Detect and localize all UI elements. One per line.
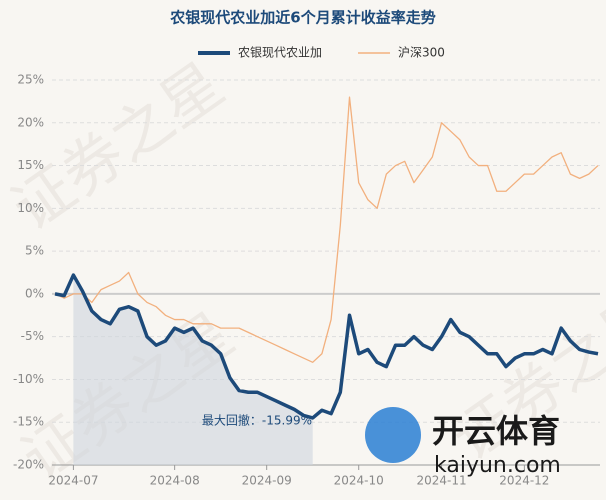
y-tick-label: 25% <box>17 73 44 87</box>
x-tick-label: 2024-09 <box>242 474 292 488</box>
logo-text: 开云体育 <box>432 412 560 450</box>
x-tick-label: 2024-10 <box>334 474 384 488</box>
y-tick-label: 5% <box>25 244 44 258</box>
y-tick-label: -10% <box>13 372 44 386</box>
annotation: 最大回撤：-15.99% <box>202 413 312 428</box>
series-line <box>54 96 599 363</box>
x-tick-label: 2024-07 <box>48 474 98 488</box>
chart-title: 农银现代农业加近6个月累计收益率走势 <box>169 9 435 27</box>
x-tick-label: 2024-11 <box>416 474 466 488</box>
y-tick-label: 10% <box>17 201 44 215</box>
logo-url: kaiyun.com <box>434 453 561 478</box>
series-line <box>54 273 599 420</box>
y-tick-label: -5% <box>21 329 44 343</box>
legend-label: 农银现代农业加 <box>238 46 322 60</box>
y-tick-label: 20% <box>17 115 44 129</box>
y-tick-label: -20% <box>13 458 44 472</box>
x-tick-label: 2024-12 <box>499 474 549 488</box>
logo-mark <box>365 407 421 463</box>
x-tick-label: 2024-08 <box>150 474 200 488</box>
y-tick-label: 15% <box>17 158 44 172</box>
y-tick-label: 0% <box>25 286 44 300</box>
drawdown-area <box>73 275 313 465</box>
y-tick-label: -15% <box>13 415 44 429</box>
legend-label: 沪深300 <box>398 46 445 60</box>
